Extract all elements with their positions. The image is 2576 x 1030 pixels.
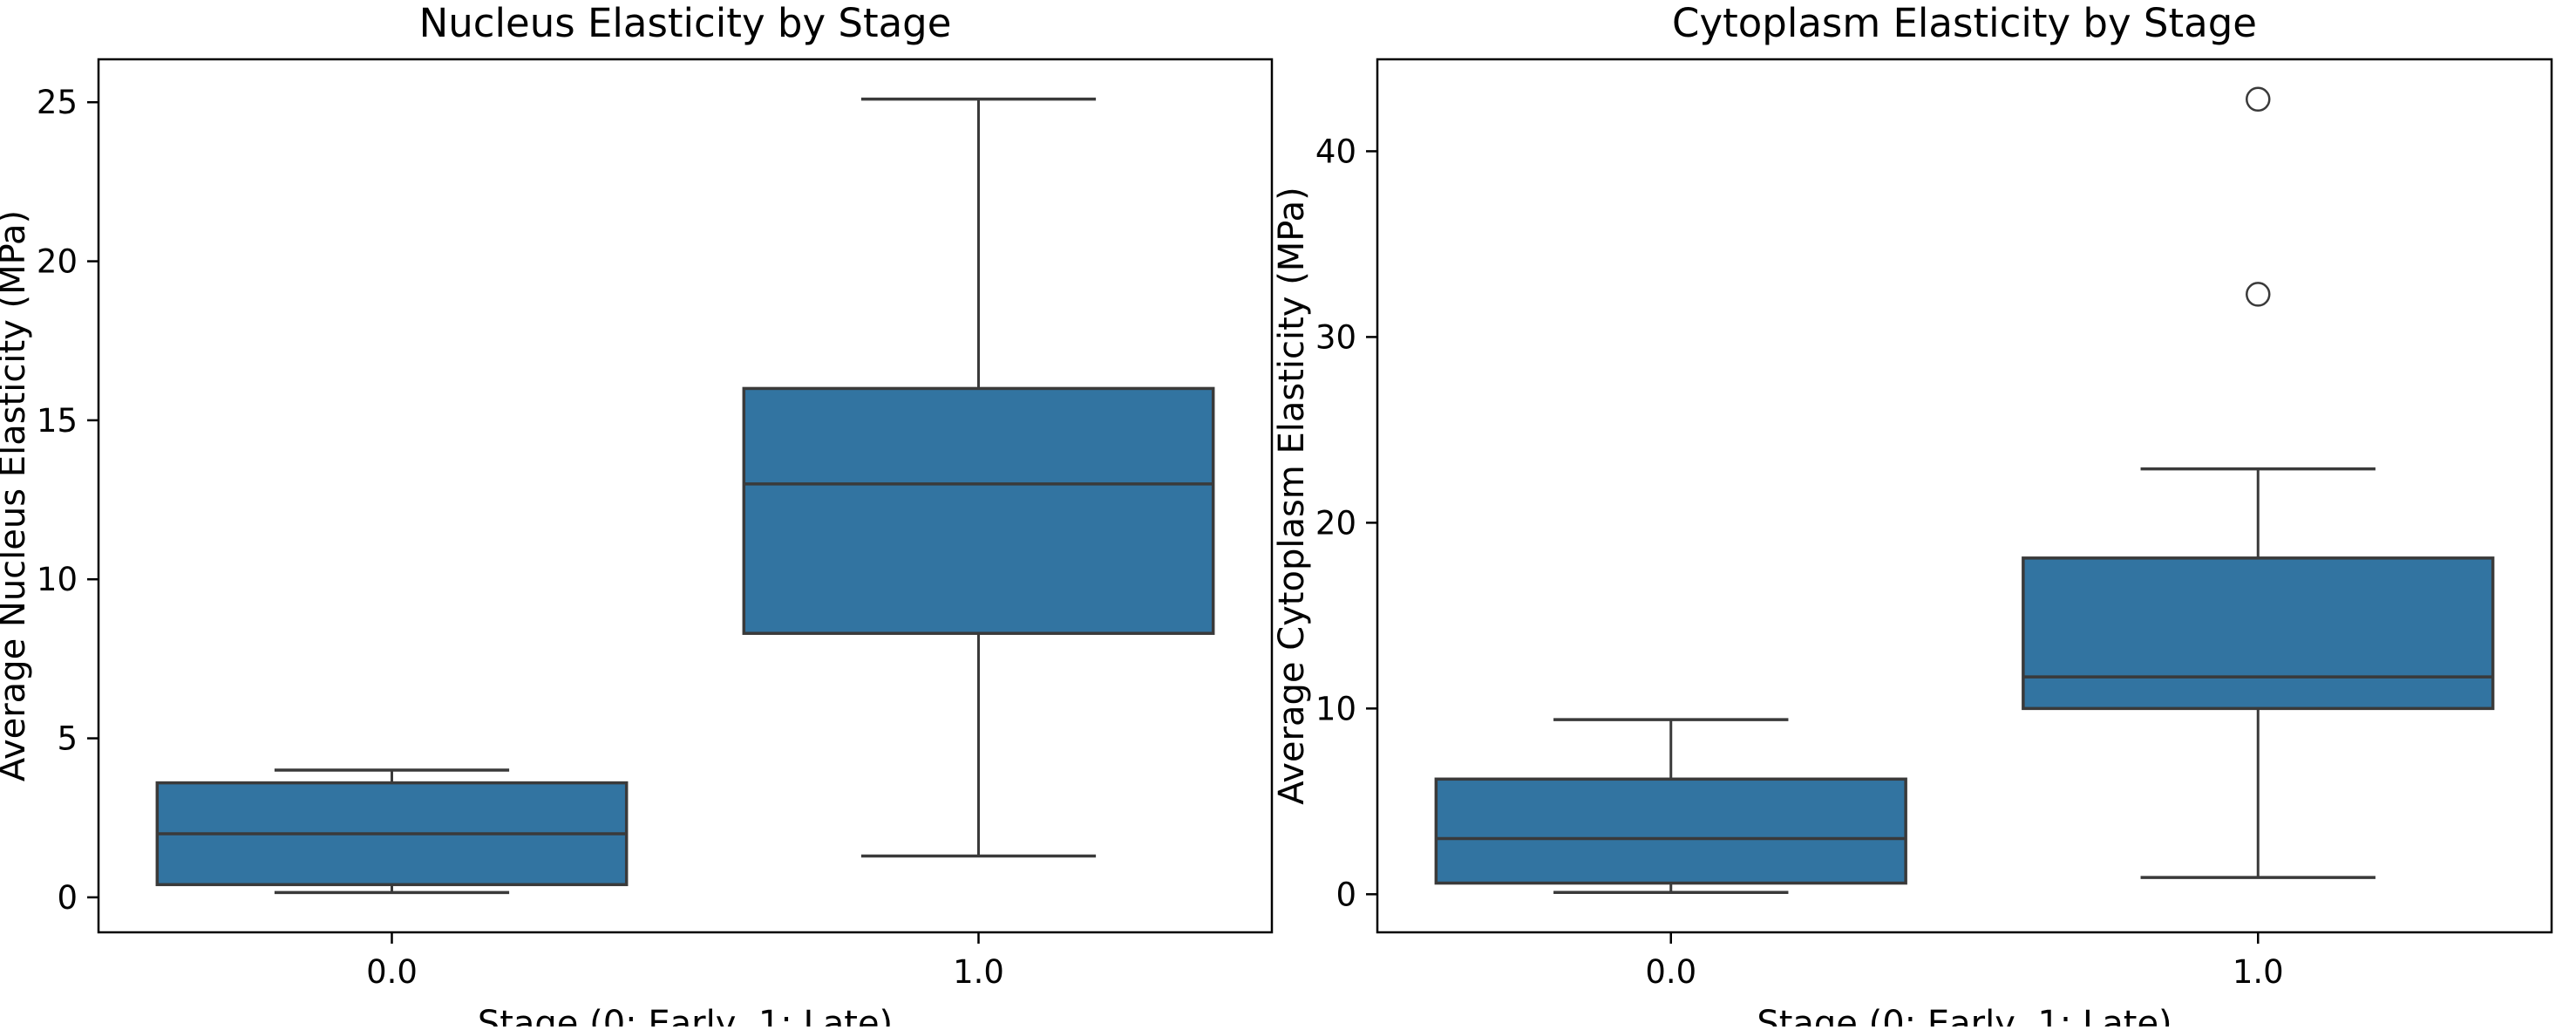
y-tick-label: 10 — [37, 561, 78, 598]
x-tick-label-stage-0: 0.0 — [1645, 953, 1696, 991]
outlier-point-stage-1 — [2246, 282, 2271, 307]
x-axis-label-cytoplasm: Stage (0: Early, 1: Late) — [1757, 1004, 2172, 1027]
iqr-box-stage-0 — [1434, 777, 1907, 885]
boxplot-panel-cytoplasm: 0 10 20 30 40 0.0 1.0 Cytoplasm Elasticity by S… — [1272, 0, 2553, 1030]
chart-title-cytoplasm: Cytoplasm Elasticity by Stage — [1672, 0, 2257, 46]
axes-frame-cytoplasm — [1376, 58, 2553, 934]
y-tick-label: 20 — [1315, 504, 1356, 542]
y-tick-label: 30 — [1315, 318, 1356, 356]
iqr-box-stage-1 — [742, 386, 1215, 635]
y-tick-label: 20 — [37, 243, 78, 281]
y-tick-label: 0 — [57, 879, 78, 917]
y-tick-label: 40 — [1315, 133, 1356, 170]
x-tick-label-stage-1: 1.0 — [2233, 953, 2284, 991]
y-tick-label: 5 — [57, 720, 78, 758]
y-tick-label: 0 — [1336, 876, 1356, 913]
x-tick-label-stage-1: 1.0 — [953, 953, 1004, 991]
y-axis-label-cytoplasm: Average Cytoplasm Elasticity (MPa) — [1272, 187, 1312, 805]
iqr-box-stage-1 — [2022, 556, 2495, 711]
y-axis-label-nucleus: Average Nucleus Elasticity (MPa) — [0, 210, 33, 781]
y-tick-label: 25 — [37, 84, 78, 121]
y-tick-label: 15 — [37, 402, 78, 440]
outlier-point-stage-1 — [2246, 86, 2271, 113]
y-tick-label: 10 — [1315, 690, 1356, 727]
boxplot-panel-nucleus: 0 5 10 15 20 25 0.0 1.0 Nucleus Elasticity by St… — [0, 0, 1274, 1030]
axes-frame-nucleus — [97, 58, 1274, 934]
x-tick-label-stage-0: 0.0 — [366, 953, 418, 991]
chart-title-nucleus: Nucleus Elasticity by Stage — [419, 0, 952, 46]
x-axis-label-nucleus: Stage (0: Early, 1: Late) — [478, 1004, 893, 1027]
